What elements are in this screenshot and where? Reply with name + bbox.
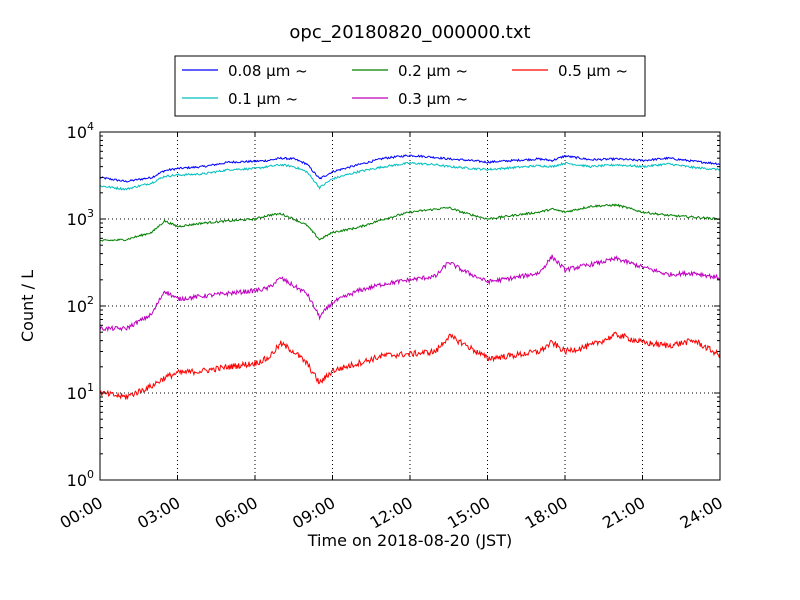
chart-title: opc_20180820_000000.txt (289, 22, 530, 43)
legend-label-0: 0.08 μm ~ (228, 62, 308, 80)
x-tick-label: 00:00 (57, 493, 106, 533)
y-tick-label: 100 (67, 468, 94, 490)
y-tick-label: 104 (67, 120, 94, 142)
legend-label-4: 0.5 μm ~ (558, 62, 628, 80)
series-lines (99, 154, 721, 400)
x-tick-label: 03:00 (134, 493, 183, 533)
legend-label-1: 0.1 μm ~ (228, 90, 298, 108)
series-line-3 (99, 254, 721, 333)
legend-label-2: 0.2 μm ~ (398, 62, 468, 80)
x-tick-label: 18:00 (522, 493, 571, 533)
series-line-1 (99, 161, 721, 191)
series-line-2 (99, 203, 721, 242)
y-tick-label: 102 (67, 294, 94, 316)
x-axis-label: Time on 2018-08-20 (JST) (307, 531, 512, 550)
legend-box (174, 55, 646, 117)
y-axis-label: Count / L (18, 270, 37, 342)
y-tick-label: 101 (67, 381, 94, 403)
x-tick-label: 21:00 (599, 493, 648, 533)
legend: 0.08 μm ~ 0.1 μm ~ 0.2 μm ~ 0.3 μm ~ 0.5 μm … (174, 55, 646, 117)
grid-lines (99, 131, 721, 481)
x-tick-label: 15:00 (444, 493, 493, 533)
series-line-4 (99, 331, 721, 400)
x-tick-label: 12:00 (367, 493, 416, 533)
series-line-0 (99, 154, 721, 183)
y-tick-label: 103 (67, 207, 94, 229)
x-tick-label: 09:00 (289, 493, 338, 533)
x-tick-label: 06:00 (212, 493, 261, 533)
x-tick-label: 24:00 (677, 493, 726, 533)
legend-label-3: 0.3 μm ~ (398, 90, 468, 108)
axis-ticks: 00:00 03:00 06:00 09:00 12:00 15:00 18:00 21:00… (57, 120, 726, 533)
